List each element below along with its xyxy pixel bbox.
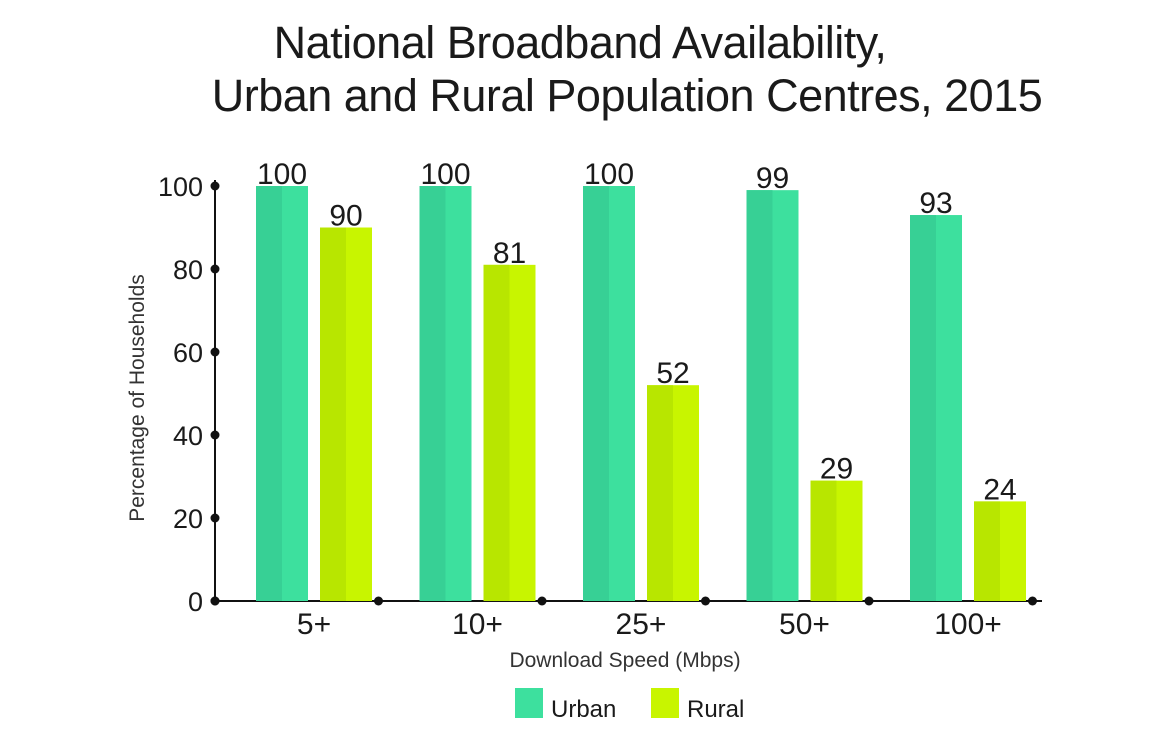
legend-swatch-urban xyxy=(515,688,543,718)
bar-rural xyxy=(647,385,699,601)
y-tick-label: 20 xyxy=(173,504,203,534)
data-label: 100 xyxy=(420,158,470,191)
y-tick-dot xyxy=(210,347,220,357)
bar-shade xyxy=(320,227,346,601)
chart-title-line1: National Broadband Availability, xyxy=(273,17,887,68)
bar-rural xyxy=(483,264,536,601)
data-label: 90 xyxy=(329,200,362,233)
x-tick-dot xyxy=(374,596,383,606)
data-label: 24 xyxy=(983,473,1016,506)
data-label: 93 xyxy=(919,187,952,220)
x-tick-label: 100+ xyxy=(934,608,1002,641)
y-tick-label: 60 xyxy=(173,338,203,368)
bar-urban xyxy=(256,186,308,601)
data-label: 100 xyxy=(257,158,307,191)
bar-urban xyxy=(419,186,472,601)
bar-urban xyxy=(910,215,962,602)
bar-shade xyxy=(647,385,673,601)
bar-shade xyxy=(483,264,510,601)
y-tick-dot xyxy=(210,430,220,440)
bar-shade xyxy=(746,190,773,601)
x-tick-dot xyxy=(210,596,220,606)
bar-shade xyxy=(256,186,282,601)
data-label: 81 xyxy=(493,237,526,270)
y-tick-label: 0 xyxy=(188,587,203,617)
bar-urban xyxy=(746,190,799,601)
x-tick-dot xyxy=(701,596,710,606)
y-tick-dot xyxy=(210,181,220,191)
data-label: 52 xyxy=(656,357,689,390)
x-tick-label: 25+ xyxy=(616,608,667,641)
y-tick-dot xyxy=(210,513,220,523)
data-label: 100 xyxy=(584,158,634,191)
y-axis-label: Percentage of Households xyxy=(126,274,149,522)
x-tick-label: 10+ xyxy=(452,608,503,641)
bar-shade xyxy=(910,215,936,602)
y-tick-label: 100 xyxy=(158,172,203,202)
bar-rural xyxy=(810,480,863,601)
legend-label-urban: Urban xyxy=(551,696,616,723)
chart-title-line2: Urban and Rural Population Centres, 2015 xyxy=(211,70,1043,121)
y-tick-label: 40 xyxy=(173,421,203,451)
x-axis-label: Download Speed (Mbps) xyxy=(509,649,740,672)
x-tick-dot xyxy=(1028,596,1037,606)
bar-rural xyxy=(320,227,372,601)
y-tick-label: 80 xyxy=(173,255,203,285)
bar-shade xyxy=(810,480,837,601)
bar-shade xyxy=(583,186,609,601)
legend-swatch-rural xyxy=(651,688,679,718)
bar-rural xyxy=(974,501,1026,601)
bar-shade xyxy=(419,186,446,601)
x-tick-dot xyxy=(537,596,547,606)
legend-label-rural: Rural xyxy=(687,696,744,723)
data-label: 29 xyxy=(820,453,853,486)
x-tick-label: 50+ xyxy=(779,608,830,641)
y-tick-dot xyxy=(210,264,220,274)
x-tick-dot xyxy=(864,596,874,606)
data-label: 99 xyxy=(756,162,789,195)
bar-urban xyxy=(583,186,635,601)
x-tick-label: 5+ xyxy=(297,608,331,641)
bar-shade xyxy=(974,501,1000,601)
